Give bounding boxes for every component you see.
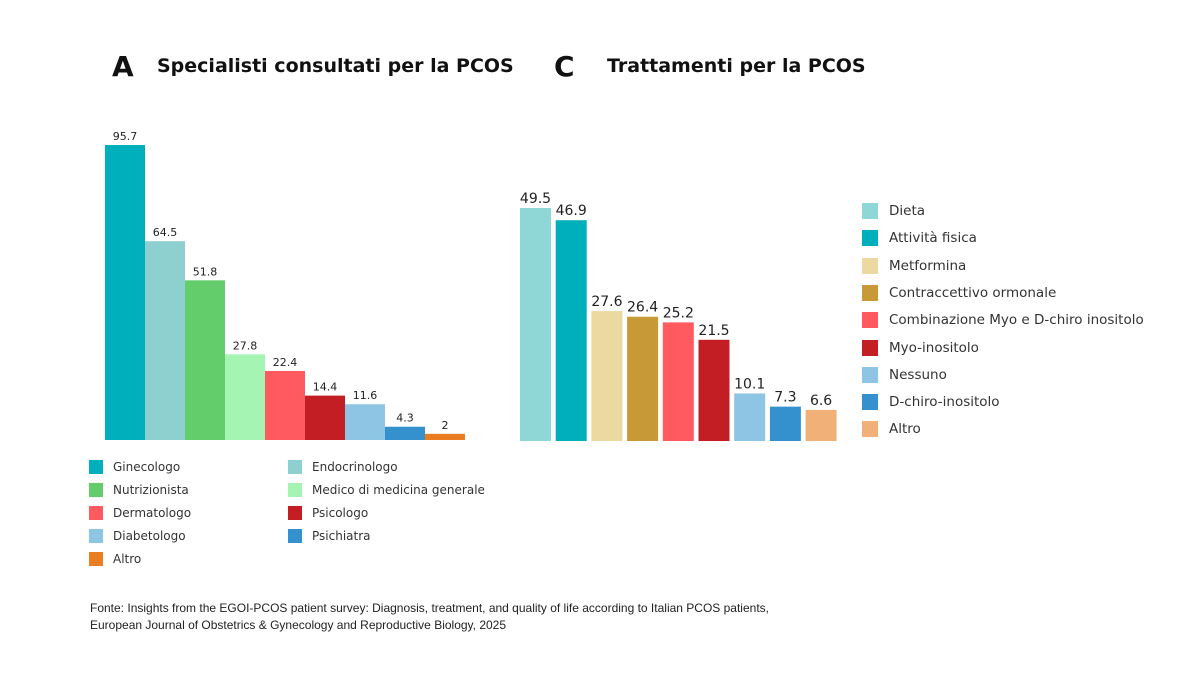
bar-c-5 <box>698 339 730 441</box>
bar-c-3 <box>627 316 659 441</box>
bar-a-1 <box>145 241 185 440</box>
legend-a-item: Psichiatra <box>288 529 371 543</box>
legend-a-swatch <box>288 460 302 474</box>
legend-c-label: Metformina <box>889 257 967 274</box>
legend-a-swatch <box>89 506 103 520</box>
legend-a-label: Medico di medicina generale <box>312 483 485 497</box>
legend-a-swatch <box>288 529 302 543</box>
legend-c-item: Attività fisica <box>862 230 977 247</box>
legend-a-swatch <box>89 529 103 543</box>
legend-a-item: Endocrinologo <box>288 460 398 474</box>
bar-c-4 <box>662 322 694 441</box>
legend-a-label: Endocrinologo <box>312 460 398 474</box>
bar-c-2 <box>591 311 623 441</box>
legend-c-label: D-chiro-inositolo <box>889 394 1000 411</box>
legend-c-swatch <box>862 257 878 274</box>
legend-a-item: Nutrizionista <box>89 483 189 497</box>
legend-a-swatch <box>288 483 302 497</box>
legend-a-item: Dermatologo <box>89 506 191 520</box>
bar-c-label-8: 6.6 <box>810 393 832 409</box>
source-line-2: European Journal of Obstetrics & Gynecol… <box>90 618 507 632</box>
source-line-1: Fonte: Insights from the EGOI-PCOS patie… <box>90 601 769 615</box>
legend-c-item: Combinazione Myo e D-chiro inositolo <box>862 312 1144 329</box>
bar-c-label-1: 46.9 <box>556 203 587 219</box>
bar-c-label-6: 10.1 <box>734 376 765 392</box>
legend-a-label: Ginecologo <box>113 460 181 474</box>
legend-a-label: Altro <box>113 552 142 566</box>
bar-c-1 <box>555 220 587 441</box>
legend-c-label: Altro <box>889 421 921 438</box>
bar-c-label-3: 26.4 <box>627 300 658 316</box>
bar-a-3 <box>225 354 265 440</box>
bar-a-6 <box>345 404 385 440</box>
bar-a-label-6: 11.6 <box>353 389 378 402</box>
legend-c-swatch <box>862 394 878 411</box>
legend-a-item: Ginecologo <box>89 460 180 474</box>
source-note: Fonte: Insights from the EGOI-PCOS patie… <box>90 600 769 634</box>
legend-c-label: Dieta <box>889 203 926 219</box>
legend-c-item: Contraccettivo ormonale <box>862 284 1057 301</box>
legend-c-item: Dieta <box>862 203 925 219</box>
legend-a-item: Diabetologo <box>89 529 186 543</box>
legend-a-label: Psicologo <box>312 506 369 520</box>
bar-a-8 <box>425 433 465 440</box>
legend-c-item: Nessuno <box>862 366 947 383</box>
legend-a-swatch <box>89 552 103 566</box>
legend-a-label: Diabetologo <box>113 529 186 543</box>
bar-a-4 <box>265 370 305 440</box>
bar-c-label-2: 27.6 <box>591 294 622 310</box>
bar-c-label-5: 21.5 <box>698 323 729 339</box>
bar-a-label-7: 4.3 <box>396 412 414 425</box>
bar-a-label-8: 2 <box>442 419 449 432</box>
bar-c-label-0: 49.5 <box>520 191 551 207</box>
panel-a-title: Specialisti consultati per la PCOS <box>157 55 514 77</box>
legend-c-swatch <box>862 312 878 329</box>
legend-c-item: Myo-inositolo <box>862 339 979 356</box>
legend-a-swatch <box>89 483 103 497</box>
bar-a-label-2: 51.8 <box>193 265 218 278</box>
legend-a-label: Dermatologo <box>113 506 192 520</box>
legend-c-item: Altro <box>862 421 921 438</box>
bar-c-8 <box>805 409 837 441</box>
legend-c-swatch <box>862 421 878 438</box>
legend-a-item: Psicologo <box>288 506 368 520</box>
legend-c-swatch <box>862 203 878 219</box>
legend-c-item: Metformina <box>862 257 967 274</box>
legend-c-label: Contraccettivo ormonale <box>889 284 1057 301</box>
legend-c-swatch <box>862 230 878 247</box>
bar-c-6 <box>734 393 766 441</box>
bar-a-7 <box>385 426 425 440</box>
bar-a-label-4: 22.4 <box>273 356 298 369</box>
legend-c-label: Attività fisica <box>889 230 977 247</box>
bar-c-label-4: 25.2 <box>663 305 694 321</box>
legend-c-label: Combinazione Myo e D-chiro inositolo <box>889 312 1144 329</box>
bar-c-7 <box>769 406 801 441</box>
bar-a-0 <box>105 145 145 440</box>
legend-a-label: Psichiatra <box>312 529 371 543</box>
legend-c-swatch <box>862 339 878 356</box>
panel-c-title: Trattamenti per la PCOS <box>607 55 866 77</box>
legend-a-item: Medico di medicina generale <box>288 483 485 497</box>
bar-a-label-5: 14.4 <box>313 381 338 394</box>
legend-a-swatch <box>288 506 302 520</box>
bar-a-5 <box>305 395 345 440</box>
bar-a-label-1: 64.5 <box>153 226 178 239</box>
legend-c-item: D-chiro-inositolo <box>862 394 1000 411</box>
panel-a-letter: A <box>112 50 134 83</box>
bar-a-2 <box>185 280 225 440</box>
legend-c-swatch <box>862 284 878 301</box>
panel-c-letter: C <box>554 50 575 83</box>
legend-c-label: Nessuno <box>889 366 947 383</box>
legend-c-swatch <box>862 366 878 383</box>
legend-a-label: Nutrizionista <box>113 483 189 497</box>
legend-a-item: Altro <box>89 552 141 566</box>
legend-c-label: Myo-inositolo <box>889 339 979 356</box>
legend-a-swatch <box>89 460 103 474</box>
bar-c-0 <box>520 208 551 441</box>
bar-a-label-3: 27.8 <box>233 339 258 352</box>
bar-a-label-0: 95.7 <box>113 130 138 143</box>
bar-c-label-7: 7.3 <box>774 390 796 406</box>
